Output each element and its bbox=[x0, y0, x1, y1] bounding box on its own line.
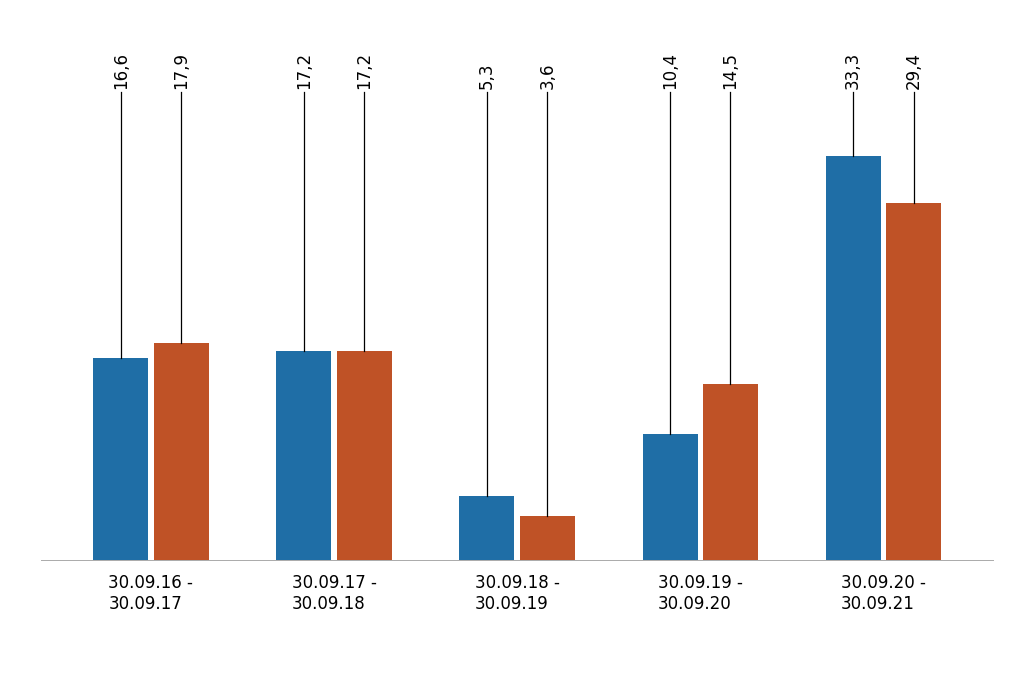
Text: 33,3: 33,3 bbox=[844, 51, 862, 89]
Text: 29,4: 29,4 bbox=[904, 52, 923, 89]
Bar bbox=[825, 156, 881, 560]
Text: 5,3: 5,3 bbox=[478, 62, 496, 89]
Text: 14,5: 14,5 bbox=[722, 52, 739, 89]
Bar bbox=[93, 359, 148, 560]
Text: 17,2: 17,2 bbox=[295, 52, 312, 89]
Text: 3,6: 3,6 bbox=[539, 62, 556, 89]
Bar bbox=[276, 351, 331, 560]
Text: 10,4: 10,4 bbox=[662, 52, 679, 89]
Bar bbox=[337, 351, 391, 560]
Bar bbox=[154, 343, 209, 560]
Text: 17,2: 17,2 bbox=[355, 52, 373, 89]
Bar bbox=[886, 203, 941, 560]
Text: 16,6: 16,6 bbox=[112, 52, 130, 89]
Bar bbox=[460, 496, 514, 560]
Bar bbox=[643, 434, 697, 560]
Text: 17,9: 17,9 bbox=[172, 52, 190, 89]
Bar bbox=[703, 384, 758, 560]
Bar bbox=[520, 516, 574, 560]
